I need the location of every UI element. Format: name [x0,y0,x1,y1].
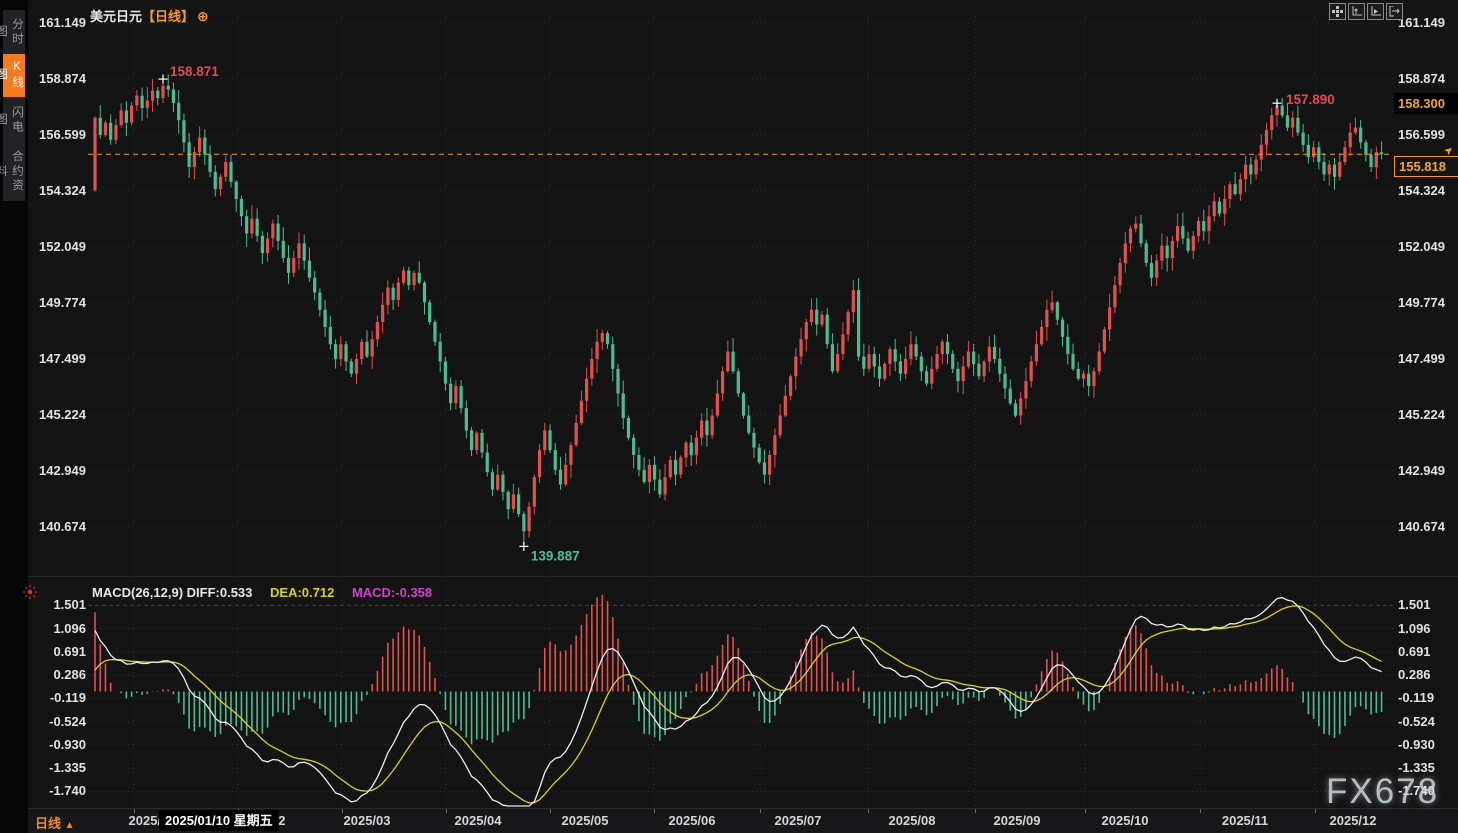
date-axis-label: 2025/09 [993,813,1041,828]
price-axis-label: 147.499 [39,351,86,366]
price-axis-label: 145.224 [39,407,86,422]
price-axis-label: 140.674 [39,519,86,534]
price-axis-label: 147.499 [1398,351,1445,366]
macd-axis-label: -0.930 [49,736,86,752]
date-axis-label: 2025/04 [454,813,502,828]
red-starburst-icon[interactable] [22,584,38,605]
price-axis-label: 161.149 [39,15,86,30]
period-selector[interactable]: 日线 ▲ [35,816,75,831]
macd-axis-label: -0.119 [1398,690,1435,706]
panel-divider [28,576,1458,577]
price-axis-label: 152.049 [1398,239,1445,254]
date-axis-label: 2025/11 [1221,813,1269,828]
date-axis-label: 2025/06 [668,813,716,828]
macd-axis-label: -1.335 [1398,760,1435,776]
sidebar: 分时图 K线图 闪电图 合约资料 [0,0,28,833]
date-axis-tick [1315,809,1316,813]
macd-axis-label: 1.501 [53,597,86,613]
date-axis-label: 2025/05 [561,813,609,828]
price-axis-label: 154.324 [1398,183,1445,198]
price-annotation: 157.890 [1286,92,1335,107]
price-axis-label: 154.324 [39,183,86,198]
sidebar-tab-4[interactable]: 合约资料 [0,143,25,201]
crosshair-pan-icon[interactable] [1329,3,1346,20]
last-price-marker: 155.818 [1394,156,1458,177]
price-alert-marker[interactable]: 158.300 [1394,93,1458,114]
price-axis-label: 149.774 [39,295,86,310]
macd-axis-label: -0.119 [49,690,86,706]
circle-plus-icon[interactable]: ⊕ [197,8,209,24]
price-axis-label: 158.874 [1398,71,1445,86]
date-axis-label: 2025/10 [1101,813,1149,828]
macd-axis-label: 0.286 [1398,667,1431,683]
date-tooltip: 2025/01/10 星期五 [159,810,279,831]
price-axis-label: 145.224 [1398,407,1445,422]
macd-dea-value: DEA:0.712 [270,585,335,600]
zoom-x-axis-icon[interactable] [1367,3,1384,20]
price-axis-label: 156.599 [1398,127,1445,142]
price-annotation: 139.887 [531,548,580,563]
price-axis-label: 161.149 [1398,15,1445,30]
chart-toolbar [1329,3,1403,20]
date-axis-tick [550,809,551,813]
fx678-watermark: FX678 [1326,772,1440,811]
sidebar-tab-1[interactable]: 分时图 [0,10,25,54]
macd-axis-label: 1.096 [1398,620,1431,636]
date-axis-label: 2025/12 [1329,813,1377,828]
date-axis-tick [446,809,447,813]
date-axis-tick [975,809,976,813]
date-axis-tick [654,809,655,813]
macd-title-diff: MACD(26,12,9) DIFF:0.533 [92,585,253,600]
date-axis-tick [868,809,869,813]
date-axis-tick [342,809,343,813]
date-axis-tick [134,809,135,813]
macd-axis-label: -1.740 [1398,783,1435,799]
macd-axis-label: -0.524 [49,713,86,729]
symbol-name: 美元日元 [90,9,143,24]
reset-view-icon[interactable] [1386,3,1403,20]
macd-axis-label: 0.691 [1398,643,1431,659]
price-axis-label: 156.599 [39,127,86,142]
price-axis-label: 149.774 [1398,295,1445,310]
macd-axis-label: -1.335 [49,760,86,776]
price-axis-label: 152.049 [39,239,86,254]
price-axis-label: 158.874 [39,71,86,86]
date-axis-tick [1085,809,1086,813]
date-axis-label: 2025/08 [888,813,936,828]
date-axis-label: 2025/07 [774,813,822,828]
macd-axis-label: -0.930 [1398,736,1435,752]
sidebar-tab-2[interactable]: K线图 [0,54,25,97]
date-axis-tick [1200,809,1201,813]
price-axis-label: 140.674 [1398,519,1445,534]
macd-axis-label: -0.524 [1398,713,1435,729]
macd-axis-label: 0.286 [53,667,86,683]
period-tag: 【日线】 [142,9,195,24]
up-triangle-icon: ▲ [64,820,75,831]
macd-axis-label: 0.691 [53,643,86,659]
chart-title: 美元日元【日线】 ⊕ [90,6,209,25]
macd-axis-label: -1.740 [49,783,86,799]
date-axis-label: 2025/03 [343,813,391,828]
macd-axis-label: 1.096 [53,620,86,636]
price-annotation: 158.871 [170,64,219,79]
zoom-y-axis-icon[interactable] [1348,3,1365,20]
date-axis-tick [760,809,761,813]
macd-indicator-header: MACD(26,12,9) DIFF:0.533 DEA:0.712 MACD:… [92,585,432,600]
price-axis-label: 142.949 [1398,463,1445,478]
date-axis-bar: 日线 ▲ 2025/01/10 星期五 2025/012025/022025/0… [28,808,1458,833]
price-axis-label: 142.949 [39,463,86,478]
macd-hist-value: MACD:-0.358 [351,585,433,600]
macd-axis-label: 1.501 [1398,597,1431,613]
sidebar-tab-3[interactable]: 闪电图 [0,97,25,143]
